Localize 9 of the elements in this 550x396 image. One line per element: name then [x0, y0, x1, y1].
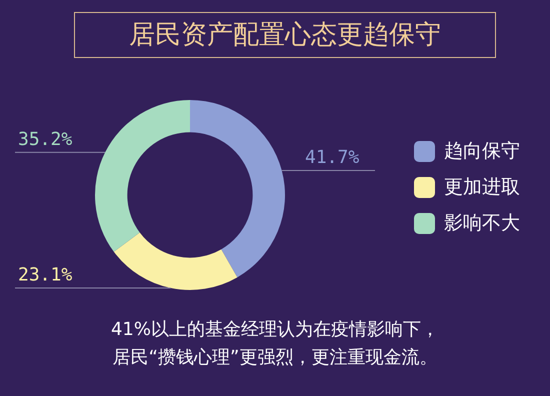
data-label: 35.2% — [18, 129, 72, 150]
legend-label: 更加进取 — [444, 175, 520, 200]
legend-label: 趋向保守 — [444, 139, 520, 164]
chart-title: 居民资产配置心态更趋保守 — [74, 12, 496, 58]
legend-label: 影响不大 — [444, 211, 520, 236]
text: 41%以上的基金经理认为在疫情影响下， — [110, 318, 440, 342]
data-label: 23.1% — [18, 264, 72, 286]
text: 居民“攒钱心理”更强烈，更注重现金流。 — [112, 346, 438, 370]
data-label: 41.7% — [305, 147, 360, 168]
